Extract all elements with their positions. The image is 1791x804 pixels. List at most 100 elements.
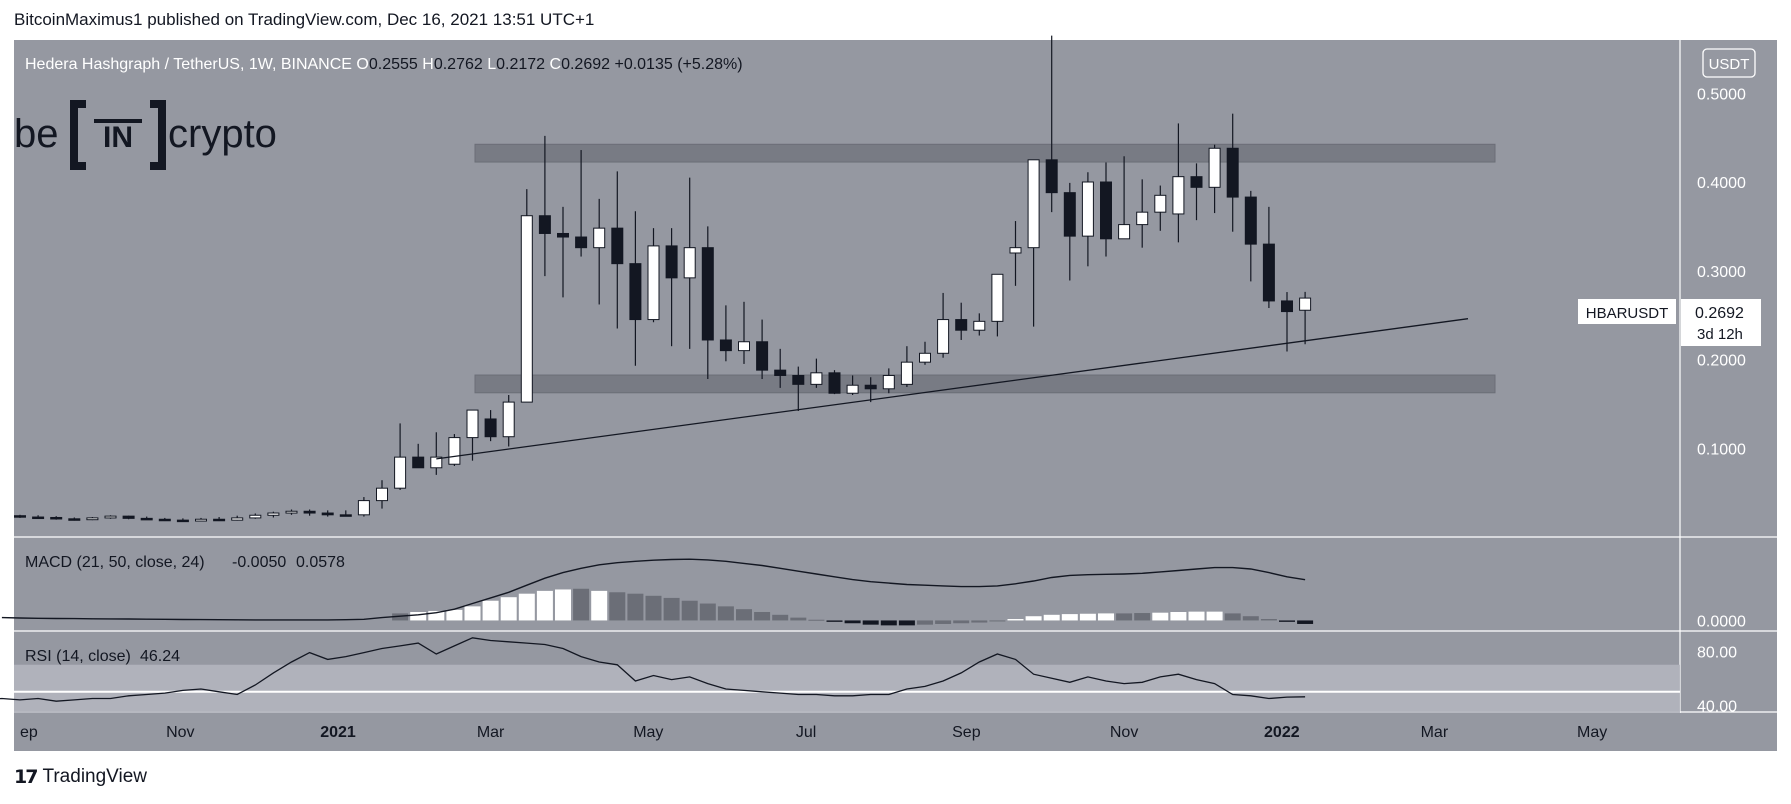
candle-body [1172,176,1185,215]
candle-body [213,518,226,522]
macd-histogram-bar [844,620,861,624]
candle-body [231,517,244,521]
bar-countdown-label: 3d 12h [1697,326,1743,343]
macd-histogram-bar [645,595,662,621]
time-tick-label: Nov [166,724,194,741]
macd-histogram-bar [790,617,807,621]
macd-title: MACD (21, 50, close, 24) [25,554,205,571]
candle-body [756,341,769,371]
macd-histogram-bar [826,620,843,622]
candle-body [303,510,316,514]
candle-body [1154,194,1167,213]
candle [321,510,334,517]
candle [629,211,642,366]
candle-body [575,236,588,249]
rsi-tick-label: 40.00 [1697,698,1737,715]
candle [1299,291,1312,345]
candle [1154,185,1167,231]
time-tick-label: 2021 [320,724,356,741]
macd-histogram-bar [428,610,445,621]
ohlc-high-value: 0.2762 [434,56,483,73]
candle-body [357,500,370,516]
price-tick-label: 0.5000 [1697,86,1746,103]
candle-body [1208,147,1221,188]
rsi-tick-label: 80.00 [1697,644,1737,661]
candle-body [140,517,153,521]
candle [719,305,732,362]
candle [1136,179,1149,248]
macd-histogram-bar [1134,613,1151,621]
candle-body [176,519,189,523]
candle [176,518,189,523]
candle [484,410,497,442]
candle [376,480,388,509]
candle [593,198,606,305]
candle-body [502,401,515,438]
time-tick-label: Mar [1421,724,1449,741]
tradingview-brand-label: TradingView [42,766,148,787]
ascending-trendline [436,318,1469,460]
candle-body [846,384,859,394]
candle [919,341,931,365]
macd-histogram-bar [989,620,1006,622]
macd-value: -0.0050 [232,554,286,571]
candle-body [1045,159,1058,194]
candle [538,135,551,277]
candle [122,515,135,520]
candle [357,497,370,517]
candle-body [864,384,877,390]
macd-histogram-bar [1152,612,1169,621]
macd-histogram-bar [410,611,427,621]
macd-histogram-bar [663,597,680,621]
resistance-zone [474,143,1496,163]
macd-histogram-bar [392,613,409,621]
candle [394,423,407,490]
macd-histogram-bar [1098,613,1114,621]
candle-body [195,518,207,522]
candle [1081,172,1094,267]
macd-histogram-bar [518,593,535,621]
last-price-box [1681,299,1761,346]
time-tick-label: Sep [952,724,981,741]
candle [882,368,895,394]
candle [792,366,805,411]
candle-body [719,339,732,352]
logo-prefix: be [14,112,59,156]
ohlc-close-label: C [550,56,562,73]
tradingview-footer[interactable]: 17 TradingView [14,766,147,788]
macd-histogram-bar [898,620,915,626]
candle-body [412,456,425,469]
candle [1063,182,1076,281]
candle [520,189,533,403]
macd-histogram-bar [953,620,970,624]
time-tick-label: Jul [796,724,816,741]
macd-histogram-bar [555,589,571,621]
macd-signal-value: 0.0578 [296,554,345,571]
candle [1262,206,1275,309]
candle-body [955,319,968,331]
candle [575,150,588,257]
last-price-label: 0.2692 [1695,305,1744,322]
candle-body [1081,181,1094,237]
candle [1100,162,1112,257]
currency-badge-frame [1702,48,1756,78]
macd-histogram-bar [1170,611,1187,621]
candle-body [647,245,660,321]
candle-body [376,487,388,502]
candle [1226,113,1239,232]
candle [955,302,968,340]
candle-body [991,273,1004,322]
macd-histogram-bar [917,620,933,625]
price-tick-label: 0.2000 [1697,353,1746,370]
macd-histogram-bar [591,590,608,621]
candle-body [1100,181,1112,240]
candle [1281,292,1293,352]
candle [339,510,352,517]
candle [611,171,624,329]
logo-box-text: IN [103,121,133,154]
symbol-label: HBARUSDT [1586,305,1669,322]
candle [86,517,99,521]
candle-body [828,372,841,394]
macd-histogram-bar [971,620,988,623]
